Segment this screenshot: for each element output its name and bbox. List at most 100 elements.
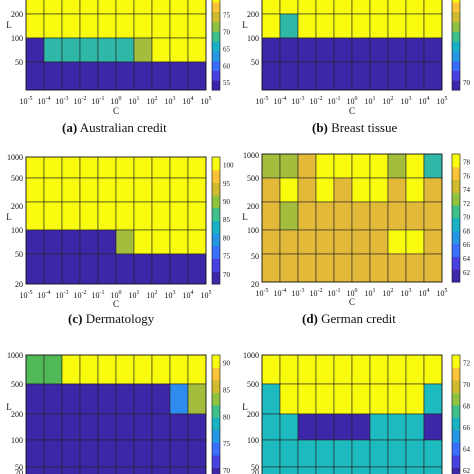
x-tick-label: 103 — [165, 290, 176, 300]
heatmap-cell — [169, 37, 189, 63]
panel-d-caption: (d) German credit — [302, 311, 396, 327]
heatmap-cell — [61, 229, 81, 255]
x-tick-label: 10-2 — [310, 288, 323, 298]
heatmap-cell — [25, 253, 45, 285]
x-tick-label: 102 — [383, 288, 394, 298]
colorbar-segment — [212, 233, 220, 247]
y-tick-label: 500 — [247, 174, 259, 183]
heatmap-cell — [387, 354, 407, 385]
heatmap-cell — [43, 201, 63, 231]
x-tick-label: 100 — [111, 290, 122, 300]
heatmap-cell — [297, 253, 317, 283]
heatmap-cell — [351, 177, 371, 203]
heatmap-cell — [151, 439, 171, 468]
x-tick-label: 104 — [419, 288, 430, 298]
x-tick-label: 10-3 — [292, 96, 305, 106]
colorbar-tick-label: 75 — [223, 253, 231, 261]
plot-frame — [261, 153, 443, 283]
colorbar-tick-label: 70 — [223, 467, 231, 474]
colorbar-tick-label: 64 — [463, 255, 471, 263]
colorbar-segment — [212, 271, 220, 285]
heatmap-cell — [261, 177, 281, 203]
y-tick-label: 200 — [11, 410, 23, 419]
panel-b-letter: (b) — [312, 120, 328, 135]
heatmap-cell — [25, 201, 45, 231]
heatmap-cell — [169, 354, 189, 385]
heatmap-cell — [79, 177, 99, 203]
heatmap-cell — [25, 177, 45, 203]
heatmap-cell — [423, 153, 443, 179]
heatmap-cell — [79, 383, 99, 415]
heatmap-cell — [261, 61, 281, 91]
heatmap-cell — [333, 201, 353, 231]
heatmap-cell — [169, 253, 189, 285]
colorbar-segment — [452, 430, 460, 443]
heatmap-cell — [297, 153, 317, 179]
heatmap-cell — [333, 439, 353, 468]
heatmap-cell — [61, 37, 81, 63]
colorbar-segment — [452, 60, 460, 71]
heatmap-cell — [387, 253, 407, 283]
heatmap-cell — [369, 413, 389, 441]
panel-b-name: Breast tissue — [331, 120, 398, 135]
heatmap-cell — [387, 229, 407, 255]
heatmap-cell — [405, 413, 425, 441]
heatmap-cell — [97, 413, 117, 441]
heatmap-cell — [61, 61, 81, 91]
x-tick-label: 100 — [111, 96, 122, 106]
colorbar-tick-label: 70 — [223, 271, 231, 279]
heatmap-cell — [423, 466, 443, 474]
heatmap-cell — [115, 61, 135, 91]
heatmap-cell — [387, 201, 407, 231]
heatmap-cell — [61, 439, 81, 468]
heatmap-cell — [151, 354, 171, 385]
colorbar-tick-label: 72 — [463, 200, 471, 208]
heatmap-cell — [297, 177, 317, 203]
heatmap-cell — [25, 61, 45, 91]
colorbar-segment — [212, 70, 220, 81]
x-tick-label: 10-1 — [92, 96, 105, 106]
colorbar-tick-label: 76 — [463, 172, 471, 180]
heatmap-cell — [369, 439, 389, 468]
heatmap-cell — [351, 253, 371, 283]
colorbar-frame — [211, 0, 221, 91]
x-axis-label: C — [349, 106, 355, 116]
heatmap-cell — [261, 153, 281, 179]
x-tick-label: 10-3 — [292, 288, 305, 298]
panel-c-name: Dermatology — [85, 311, 155, 326]
x-tick-label: 105 — [437, 288, 448, 298]
colorbar-segment — [212, 258, 220, 272]
colorbar-segment — [452, 355, 460, 368]
colorbar-segment — [212, 31, 220, 42]
heatmap-cell — [133, 439, 153, 468]
plot-frame — [25, 354, 207, 474]
heatmap-cell — [187, 413, 207, 441]
heatmap-cell — [187, 383, 207, 415]
heatmap-cell — [97, 201, 117, 231]
heatmap-cell — [97, 354, 117, 385]
heatmap-cell — [333, 13, 353, 39]
heatmap-cell — [79, 156, 99, 179]
colorbar-segment — [452, 367, 460, 381]
heatmap-cell — [369, 354, 389, 385]
heatmap-cell — [79, 37, 99, 63]
heatmap-cell — [279, 61, 299, 91]
colorbar-tick-label: 68 — [463, 227, 471, 235]
heatmap-cell — [369, 177, 389, 203]
colorbar-segment — [212, 430, 220, 443]
heatmap-cell — [79, 61, 99, 91]
heatmap-cell — [133, 0, 153, 15]
heatmap-panel-3: 1000 500 200 100 50 20 L 10-5 10-4 10-3 10-2 10-1 10… — [242, 151, 470, 307]
colorbar-segment — [452, 0, 460, 3]
heatmap-cell — [43, 383, 63, 415]
heatmap-cell — [369, 13, 389, 39]
heatmap-cell — [279, 229, 299, 255]
heatmap-cell — [405, 61, 425, 91]
heatmap-cell — [387, 61, 407, 91]
x-tick-label: 10-2 — [310, 96, 323, 106]
colorbar-segment — [452, 455, 460, 468]
heatmap-cell — [333, 37, 353, 63]
